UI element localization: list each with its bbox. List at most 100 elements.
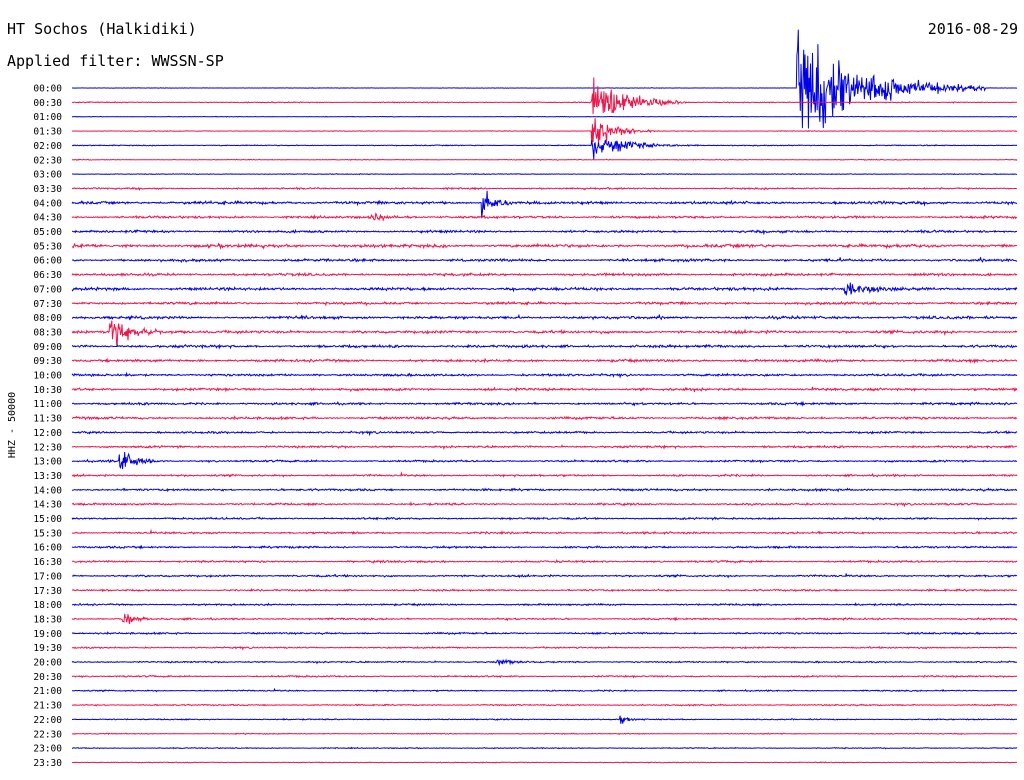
time-tick-label: 11:30 [33,414,62,425]
trace-row-0430 [71,212,1018,222]
trace-row-0230 [72,158,1018,161]
trace-row-1430 [71,501,1018,508]
trace-row-0500 [71,228,1018,236]
trace-row-0300 [72,173,1018,176]
time-tick-label: 05:30 [33,241,62,252]
time-tick-label: 07:30 [33,299,62,310]
trace-row-1700 [71,573,1018,579]
trace-row-0000 [72,29,1018,129]
y-axis-label: HHZ - 50000 [7,392,18,458]
trace-row-1530 [71,528,1018,536]
time-tick-label: 01:00 [33,112,62,123]
time-tick-label: 05:00 [33,227,62,238]
trace-row-1500 [71,516,1018,521]
time-tick-label: 13:00 [33,457,62,468]
trace-row-1800 [71,602,1018,607]
trace-row-0730 [71,300,1018,307]
time-tick-label: 14:00 [33,485,62,496]
time-tick-label: 17:30 [33,586,62,597]
trace-row-1130 [71,415,1018,421]
time-tick-label: 17:00 [33,571,62,582]
time-tick-label: 06:30 [33,270,62,281]
time-tick-label: 18:30 [33,614,62,625]
time-tick-label: 15:30 [33,528,62,539]
time-tick-label: 12:00 [33,428,62,439]
trace-row-0330 [71,186,1018,191]
trace-row-0700 [71,282,1018,296]
time-tick-label: 04:00 [33,198,62,209]
station-title: HT Sochos (Halkidiki) [7,20,197,38]
time-tick-label: 10:30 [33,385,62,396]
time-tick-label: 16:00 [33,543,62,554]
trace-row-1030 [71,386,1018,393]
time-tick-label: 01:30 [33,127,62,138]
trace-row-1600 [71,544,1018,550]
trace-row-1630 [72,558,1018,564]
time-tick-label: 08:30 [33,327,62,338]
trace-row-2330 [71,761,1018,764]
time-tick-label: 02:30 [33,155,62,166]
trace-row-0400 [71,190,1018,218]
time-tick-label: 21:30 [33,701,62,712]
time-tick-label: 00:30 [33,98,62,109]
trace-row-0200 [71,139,1018,160]
trace-row-0130 [71,118,1018,146]
trace-row-0530 [71,242,1018,250]
time-tick-label: 09:00 [33,342,62,353]
time-tick-label: 22:00 [33,715,62,726]
trace-row-2300 [71,746,1018,750]
time-tick-label: 04:30 [33,213,62,224]
trace-row-1200 [71,430,1018,437]
time-tick-label: 00:00 [33,84,62,95]
time-tick-label: 07:00 [33,284,62,295]
trace-row-1330 [71,471,1018,478]
filter-label: Applied filter: WWSSN-SP [7,52,224,70]
time-tick-label: 19:30 [33,643,62,654]
time-tick-label: 11:00 [33,399,62,410]
plot-date: 2016-08-29 [927,20,1018,38]
trace-row-0600 [71,257,1018,264]
trace-row-0900 [71,343,1018,350]
trace-row-0100 [71,115,1017,118]
trace-row-1400 [71,487,1018,493]
time-tick-label: 10:00 [33,371,62,382]
time-tick-label: 21:00 [33,686,62,697]
trace-row-1930 [72,645,1018,651]
time-tick-label: 22:30 [33,729,62,740]
time-tick-label: 14:30 [33,500,62,511]
trace-row-1900 [71,631,1018,636]
time-tick-label: 20:00 [33,658,62,669]
trace-row-2230 [71,732,1017,736]
time-tick-label: 09:30 [33,356,62,367]
time-tick-label: 16:30 [33,557,62,568]
time-tick-label: 02:00 [33,141,62,152]
trace-row-1230 [71,444,1018,451]
time-tick-label: 15:00 [33,514,62,525]
trace-row-2130 [71,703,1018,707]
trace-row-0800 [71,313,1018,321]
trace-row-2200 [71,715,1018,724]
trace-row-0630 [71,271,1018,278]
time-tick-label: 06:00 [33,256,62,267]
trace-row-1730 [72,588,1017,593]
time-tick-label: 18:00 [33,600,62,611]
time-tick-label: 13:30 [33,471,62,482]
trace-row-2030 [71,674,1018,679]
time-tick-label: 03:30 [33,184,62,195]
time-tick-label: 03:00 [33,170,62,181]
trace-row-2000 [71,658,1018,667]
time-tick-label: 12:30 [33,442,62,453]
time-tick-label: 20:30 [33,672,62,683]
time-tick-label: 08:00 [33,313,62,324]
trace-row-1300 [71,451,1018,470]
trace-row-0930 [71,357,1018,364]
seismogram-traces [71,29,1018,764]
trace-row-1830 [71,613,1018,625]
time-tick-label: 23:30 [33,758,62,769]
time-tick-label: 19:00 [33,629,62,640]
time-tick-label: 23:00 [33,744,62,755]
trace-row-1000 [71,371,1018,379]
trace-row-0030 [71,77,1017,115]
trace-row-2100 [72,687,1018,693]
